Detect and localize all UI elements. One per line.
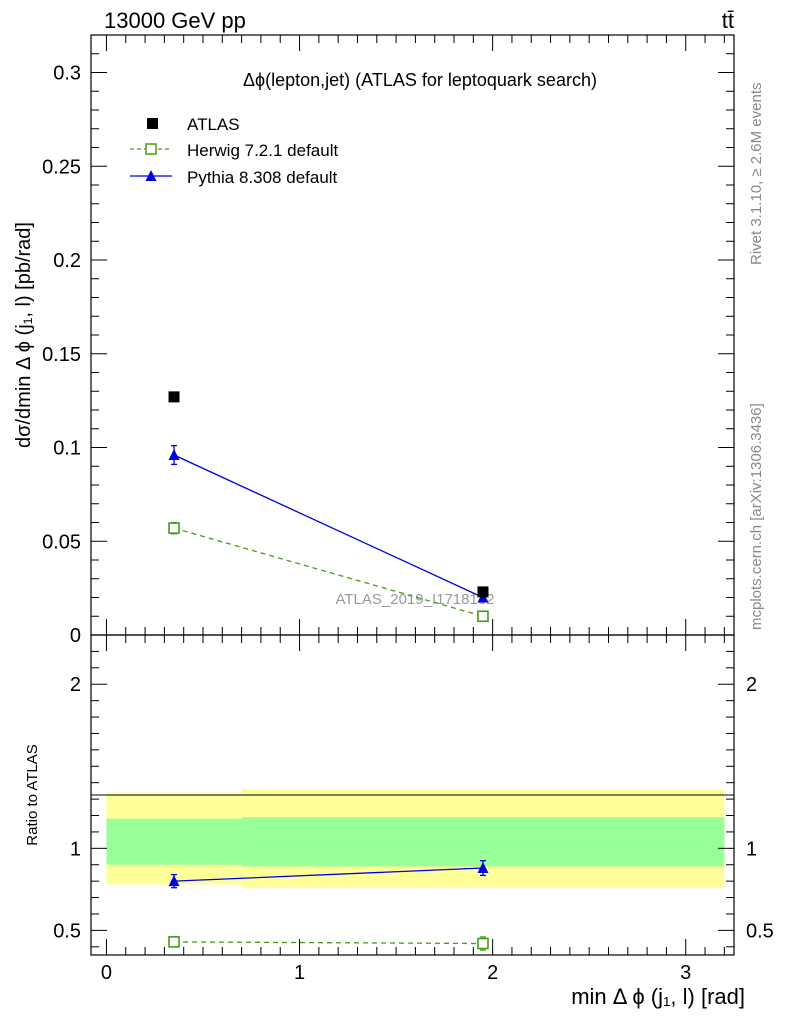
ratio-pythia-point: [477, 862, 489, 874]
rivet-version-label: Rivet 3.1.10, ≥ 2.6M events: [748, 83, 765, 266]
main-y-tick-label: 0.25: [42, 156, 81, 178]
x-tick-label: 2: [487, 962, 498, 984]
x-tick-label: 3: [680, 962, 691, 984]
legend-pythia-marker: [145, 170, 157, 181]
mcplots-label: mcplots.cern.ch [arXiv:1306.3436]: [748, 403, 765, 630]
atlas-point: [477, 586, 489, 598]
main-y-tick-label: 0.15: [42, 344, 81, 366]
legend-pythia-label: Pythia 8.308 default: [187, 168, 338, 187]
legend-herwig-marker: [145, 143, 157, 155]
header-energy: 13000 GeV pp: [104, 8, 246, 33]
legend-atlas-marker: [147, 118, 158, 129]
ratio-y-tick-label-left: 1: [70, 838, 81, 860]
main-y-axis-label: dσ/dmin Δ ϕ (j₁, l) [pb/rad]: [13, 222, 35, 448]
herwig-point: [477, 610, 489, 623]
ratio-y-tick-label-right: 0.5: [746, 920, 774, 942]
ratio-y-axis-label: Ratio to ATLAS: [24, 744, 41, 845]
legend-atlas-label: ATLAS: [187, 115, 240, 134]
ratio-y-tick-label-right: 1: [746, 838, 757, 860]
main-y-tick-label: 0.3: [53, 63, 81, 85]
ratio-pythia-series-line: [174, 867, 484, 882]
ratio-frame: [90, 634, 735, 956]
ratio-y-tick-label-left: 0.5: [53, 920, 81, 942]
analysis-watermark: ATLAS_2019_I1718132: [335, 591, 494, 608]
pythia-point: [168, 449, 180, 460]
main-y-tick-label: 0.05: [42, 531, 81, 553]
x-tick-label: 0: [101, 962, 112, 984]
x-tick-label: 1: [294, 962, 305, 984]
main-panel: Δϕ(lepton,jet) (ATLAS for leptoquark sea…: [13, 34, 735, 647]
herwig-point: [168, 522, 180, 534]
main-y-tick-label: 0.2: [53, 250, 81, 272]
legend-herwig-label: Herwig 7.2.1 default: [187, 141, 338, 160]
main-title: Δϕ(lepton,jet) (ATLAS for leptoquark sea…: [243, 70, 597, 90]
ratio-uncertainty-band-green: [106, 818, 242, 865]
ratio-herwig-point: [168, 936, 180, 948]
main-y-tick-label: 0: [70, 625, 81, 647]
atlas-point: [168, 391, 180, 403]
main-y-tick-label: 0.1: [53, 438, 81, 460]
ratio-y-tick-label-right: 2: [746, 674, 757, 696]
ratio-uncertainty-band-green: [241, 817, 725, 867]
ratio-panel: 0.5 0.5 1 1 2 2 0 1 2 3 Ratio to ATLAS min Δ ϕ (j…: [24, 634, 774, 1009]
ratio-y-tick-label-left: 2: [70, 674, 81, 696]
legend: ATLAS Herwig 7.2.1 default Pythia 8.308 …: [130, 115, 338, 187]
ratio-herwig-series-line: [174, 941, 483, 945]
x-axis-label: min Δ ϕ (j₁, l) [rad]: [571, 984, 745, 1009]
pythia-series-line: [173, 454, 484, 599]
ratio-pythia-point: [168, 875, 180, 887]
header-process: tt̄: [722, 8, 734, 33]
herwig-series-line: [173, 527, 484, 617]
ratio-herwig-point: [477, 937, 489, 950]
